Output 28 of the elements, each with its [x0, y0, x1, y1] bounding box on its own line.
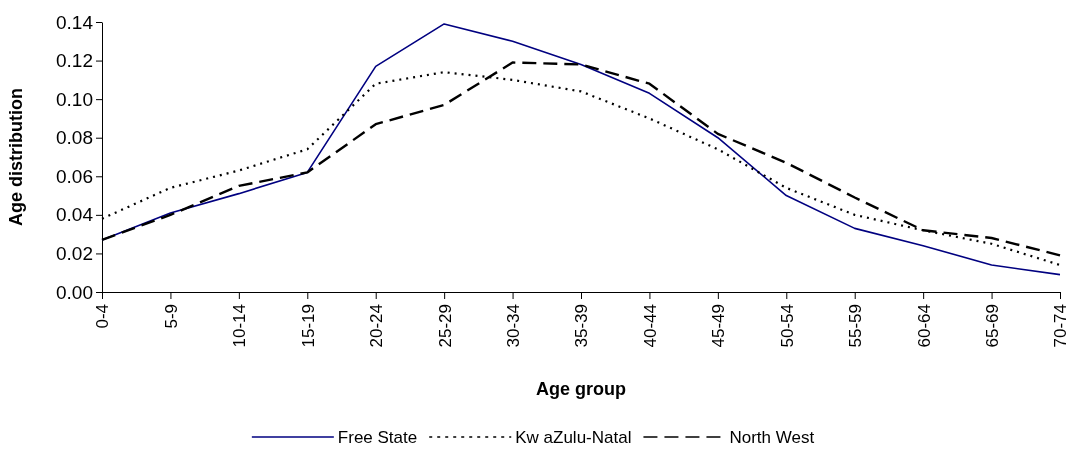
- y-tick-label: 0.14: [56, 11, 94, 33]
- x-tick-label: 15-19: [298, 304, 318, 348]
- y-tick-label: 0.00: [56, 281, 93, 303]
- x-tick-label: 10-14: [230, 304, 250, 348]
- x-axis-title: Age group: [536, 379, 626, 399]
- x-tick-label: 70-74: [1051, 304, 1071, 348]
- x-tick-label: 5-9: [161, 304, 181, 329]
- x-tick-label: 35-39: [572, 304, 592, 348]
- legend-label: Free State: [337, 428, 418, 447]
- y-tick-label: 0.12: [56, 50, 93, 72]
- x-tick-label: 55-59: [846, 304, 866, 348]
- y-tick-label: 0.10: [56, 88, 93, 110]
- legend-label: North West: [729, 428, 815, 447]
- x-tick-label: 65-69: [983, 304, 1003, 348]
- x-tick-label: 20-24: [367, 304, 387, 348]
- y-axis-title: Age distribution: [6, 88, 26, 226]
- x-tick-label: 25-29: [435, 304, 455, 348]
- y-tick-label: 0.02: [56, 243, 93, 265]
- y-tick-label: 0.04: [56, 204, 94, 226]
- y-tick-label: 0.06: [56, 165, 93, 187]
- y-tick-label: 0.08: [56, 127, 93, 149]
- x-tick-label: 45-49: [709, 304, 729, 348]
- legend-label: Kw aZulu-Natal: [515, 428, 632, 447]
- x-tick-label: 30-34: [504, 304, 524, 348]
- x-tick-label: 60-64: [914, 304, 934, 348]
- x-tick-label: 50-54: [777, 304, 797, 348]
- x-tick-label: 40-44: [640, 304, 660, 348]
- x-tick-label: 0-4: [93, 304, 113, 329]
